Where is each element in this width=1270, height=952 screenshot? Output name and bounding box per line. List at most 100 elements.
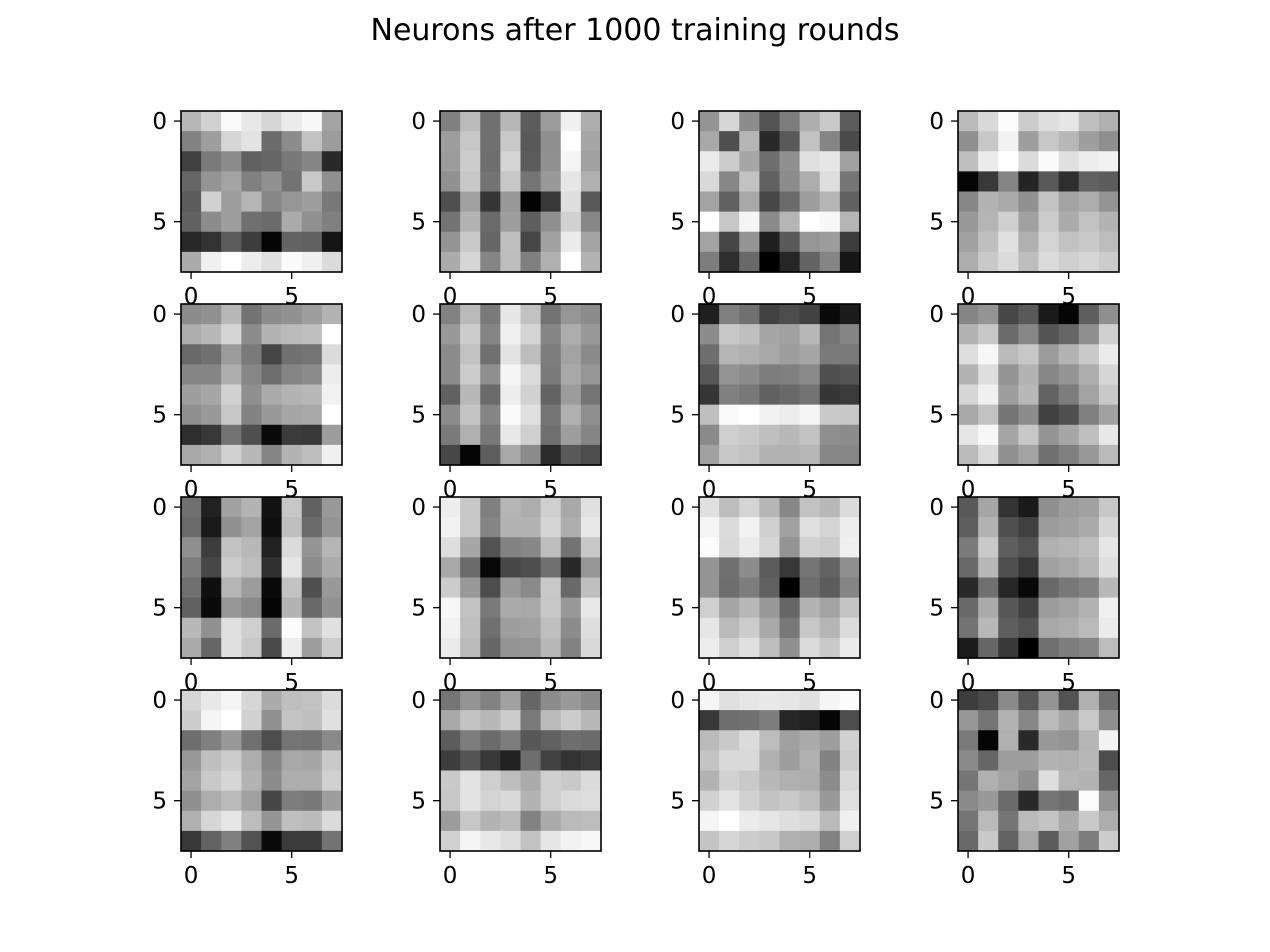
heatmap-cell xyxy=(321,577,343,599)
heatmap-cell xyxy=(699,790,720,812)
heatmap-cell xyxy=(739,597,760,619)
heatmap-cell xyxy=(480,770,501,792)
heatmap-cell xyxy=(1038,211,1060,233)
heatmap-cell xyxy=(440,730,461,751)
heatmap-cell xyxy=(958,384,979,406)
y-tick-label: 0 xyxy=(411,109,426,135)
heatmap-cell xyxy=(1018,384,1040,406)
heatmap-panel-4: 050 5 xyxy=(929,109,1120,310)
heatmap-cell xyxy=(281,637,303,659)
heatmap-cell xyxy=(998,617,1019,639)
heatmap-cell xyxy=(261,597,283,619)
heatmap-cell xyxy=(819,231,841,253)
heatmap-cell xyxy=(978,577,999,599)
heatmap-cell xyxy=(281,444,303,466)
heatmap-cell xyxy=(460,637,481,659)
heatmap-cell xyxy=(321,710,343,731)
heatmap-cell xyxy=(520,344,542,365)
heatmap-cell xyxy=(241,211,263,233)
heatmap-cell xyxy=(819,517,841,538)
heatmap-cell xyxy=(500,444,522,466)
heatmap-cell xyxy=(261,324,283,345)
heatmap-cell xyxy=(440,151,461,172)
heatmap-cell xyxy=(739,131,760,152)
heatmap-cell xyxy=(520,617,542,639)
heatmap-cell xyxy=(440,710,461,731)
heatmap-cell xyxy=(261,344,283,365)
heatmap-cell xyxy=(440,750,461,772)
heatmap-cell xyxy=(1078,810,1100,832)
heatmap-cell xyxy=(241,830,263,852)
heatmap-cell xyxy=(839,617,861,639)
heatmap-cell xyxy=(779,710,801,731)
heatmap-cell xyxy=(241,251,263,273)
x-tick-label: 0 xyxy=(702,863,717,889)
heatmap-cell xyxy=(1018,444,1040,466)
heatmap-cell xyxy=(201,344,222,365)
heatmap-cell xyxy=(460,770,481,792)
heatmap-cell xyxy=(759,617,781,639)
heatmap-cell xyxy=(500,517,522,538)
heatmap-cell xyxy=(779,577,801,599)
panel-frame xyxy=(439,496,602,659)
heatmap-cell xyxy=(261,131,283,152)
heatmap-cell xyxy=(839,790,861,812)
heatmap-cell xyxy=(1078,344,1100,365)
heatmap-cell xyxy=(839,344,861,365)
heatmap-cell xyxy=(440,497,461,518)
heatmap-cell xyxy=(719,597,740,619)
heatmap-cell xyxy=(958,344,979,365)
heatmap-cell xyxy=(321,364,343,386)
heatmap-cell xyxy=(819,830,841,852)
heatmap-cell xyxy=(241,344,263,365)
heatmap-cell xyxy=(580,444,602,466)
heatmap-cell xyxy=(1038,444,1060,466)
heatmap-cell xyxy=(580,710,602,731)
y-tick-label: 0 xyxy=(929,495,944,521)
heatmap-cell xyxy=(1018,151,1040,172)
heatmap-cell xyxy=(480,444,501,466)
heatmap-cell xyxy=(221,444,242,466)
heatmap-cell xyxy=(201,384,222,406)
heatmap-cell xyxy=(480,517,501,538)
heatmap-cell xyxy=(560,577,582,599)
heatmap-cell xyxy=(241,304,263,325)
heatmap-cell xyxy=(301,830,323,852)
y-tick-label: 5 xyxy=(411,403,426,429)
heatmap-cell xyxy=(998,790,1019,812)
heatmap-cell xyxy=(1078,710,1100,731)
heatmap-cell xyxy=(739,557,760,579)
x-tick-label: 0 xyxy=(443,863,458,889)
heatmap-cell xyxy=(520,597,542,619)
heatmap-cell xyxy=(480,577,501,599)
heatmap-cell xyxy=(739,211,760,233)
heatmap-cell xyxy=(958,211,979,233)
heatmap-cell xyxy=(739,364,760,386)
heatmap-cell xyxy=(819,790,841,812)
y-tick-label: 5 xyxy=(152,789,167,815)
heatmap-cell xyxy=(1058,344,1080,365)
heatmap-cell xyxy=(998,304,1019,325)
heatmap-cell xyxy=(779,111,801,132)
heatmap-cell xyxy=(719,111,740,132)
heatmap-cell xyxy=(181,211,202,233)
heatmap-cell xyxy=(1018,770,1040,792)
heatmap-cell xyxy=(281,171,303,193)
heatmap-cell xyxy=(839,770,861,792)
heatmap-cell xyxy=(699,537,720,558)
heatmap-cell xyxy=(759,497,781,518)
heatmap-cell xyxy=(1018,211,1040,233)
heatmap-cell xyxy=(201,517,222,538)
heatmap-cell xyxy=(181,770,202,792)
heatmap-cell xyxy=(799,424,821,446)
heatmap-panel-2: 050 5 xyxy=(411,109,602,310)
heatmap-cell xyxy=(998,597,1019,619)
heatmap-cell xyxy=(1058,730,1080,751)
heatmap-cell xyxy=(779,231,801,253)
heatmap-cell xyxy=(201,617,222,639)
heatmap-cell xyxy=(181,730,202,751)
heatmap-cell xyxy=(839,364,861,386)
heatmap-cell xyxy=(460,211,481,233)
heatmap-cell xyxy=(440,131,461,152)
heatmap-cell xyxy=(978,617,999,639)
